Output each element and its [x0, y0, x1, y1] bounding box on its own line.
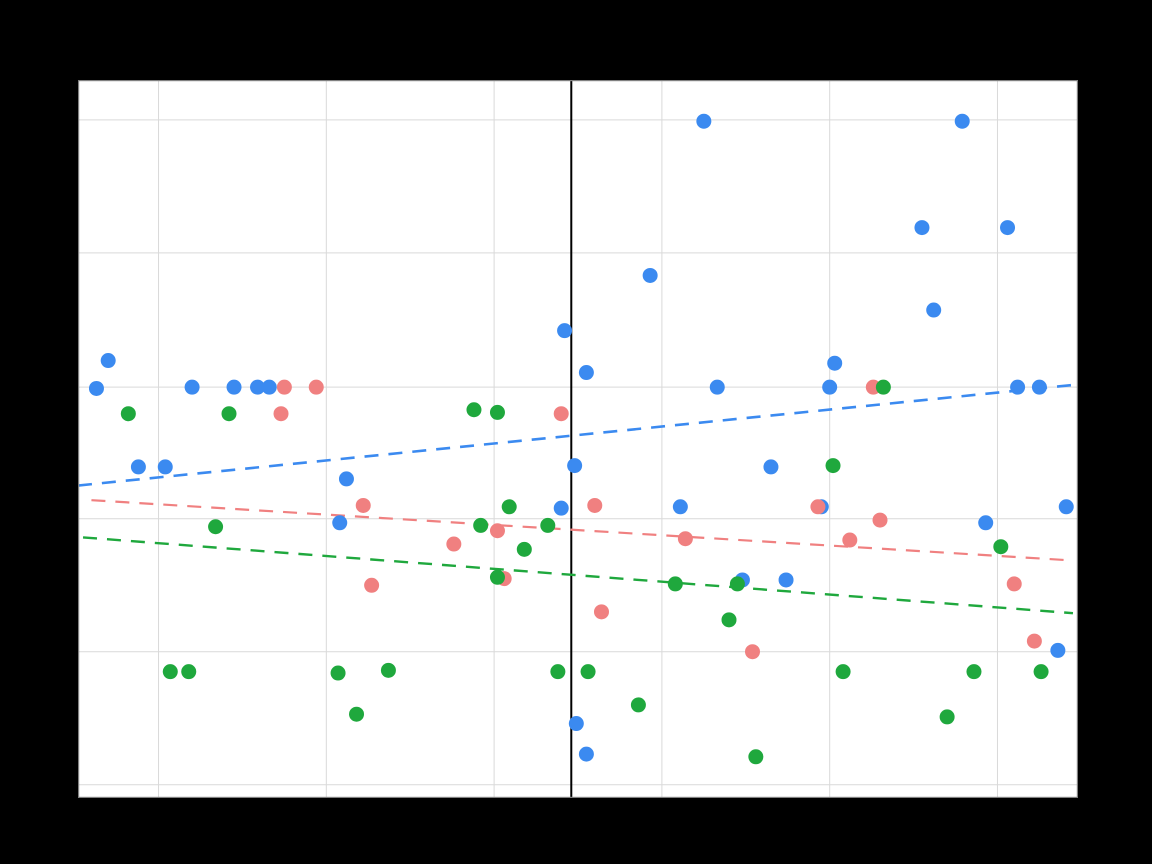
data-point: [978, 515, 993, 530]
data-point: [668, 576, 683, 591]
data-point: [277, 380, 292, 395]
data-point: [826, 458, 841, 473]
chart-svg: [78, 80, 1078, 798]
data-point: [876, 380, 891, 395]
data-point: [274, 406, 289, 421]
data-point: [349, 707, 364, 722]
data-point: [631, 697, 646, 712]
data-point: [1050, 643, 1065, 658]
data-point: [490, 523, 505, 538]
data-point: [356, 498, 371, 513]
data-point: [993, 539, 1008, 554]
scatter-chart: [78, 80, 1078, 798]
data-point: [836, 664, 851, 679]
data-point: [550, 664, 565, 679]
data-point: [163, 664, 178, 679]
data-point: [540, 518, 555, 533]
data-point: [955, 114, 970, 129]
data-point: [842, 533, 857, 548]
data-point: [185, 380, 200, 395]
data-point: [710, 380, 725, 395]
data-point: [673, 499, 688, 514]
data-point: [678, 531, 693, 546]
data-point: [331, 666, 346, 681]
data-point: [827, 356, 842, 371]
data-point: [364, 578, 379, 593]
data-point: [158, 459, 173, 474]
data-point: [567, 458, 582, 473]
data-point: [554, 406, 569, 421]
data-point: [222, 406, 237, 421]
data-point: [502, 499, 517, 514]
data-point: [446, 537, 461, 552]
data-point: [309, 380, 324, 395]
data-point: [1007, 576, 1022, 591]
data-point: [1027, 634, 1042, 649]
data-point: [208, 519, 223, 534]
data-point: [940, 709, 955, 724]
data-point: [89, 381, 104, 396]
data-point: [643, 268, 658, 283]
data-point: [557, 323, 572, 338]
data-point: [332, 515, 347, 530]
data-point: [914, 220, 929, 235]
data-point: [579, 747, 594, 762]
data-point: [594, 604, 609, 619]
data-point: [1000, 220, 1015, 235]
data-point: [579, 365, 594, 380]
data-point: [926, 303, 941, 318]
data-point: [227, 380, 242, 395]
data-point: [966, 664, 981, 679]
data-point: [569, 716, 584, 731]
data-point: [339, 471, 354, 486]
data-point: [696, 114, 711, 129]
data-point: [121, 406, 136, 421]
data-point: [466, 402, 481, 417]
data-point: [581, 664, 596, 679]
data-point: [730, 576, 745, 591]
data-point: [1032, 380, 1047, 395]
data-point: [517, 542, 532, 557]
data-point: [473, 518, 488, 533]
data-point: [873, 513, 888, 528]
data-point: [131, 459, 146, 474]
data-point: [1034, 664, 1049, 679]
data-point: [101, 353, 116, 368]
data-point: [262, 380, 277, 395]
data-point: [779, 572, 794, 587]
data-point: [554, 501, 569, 516]
data-point: [1059, 499, 1074, 514]
data-point: [490, 570, 505, 585]
data-point: [587, 498, 602, 513]
data-point: [722, 612, 737, 627]
data-point: [822, 380, 837, 395]
data-point: [490, 405, 505, 420]
data-point: [810, 499, 825, 514]
data-point: [763, 459, 778, 474]
data-point: [381, 663, 396, 678]
data-point: [1010, 380, 1025, 395]
data-point: [181, 664, 196, 679]
data-point: [745, 644, 760, 659]
data-point: [748, 749, 763, 764]
